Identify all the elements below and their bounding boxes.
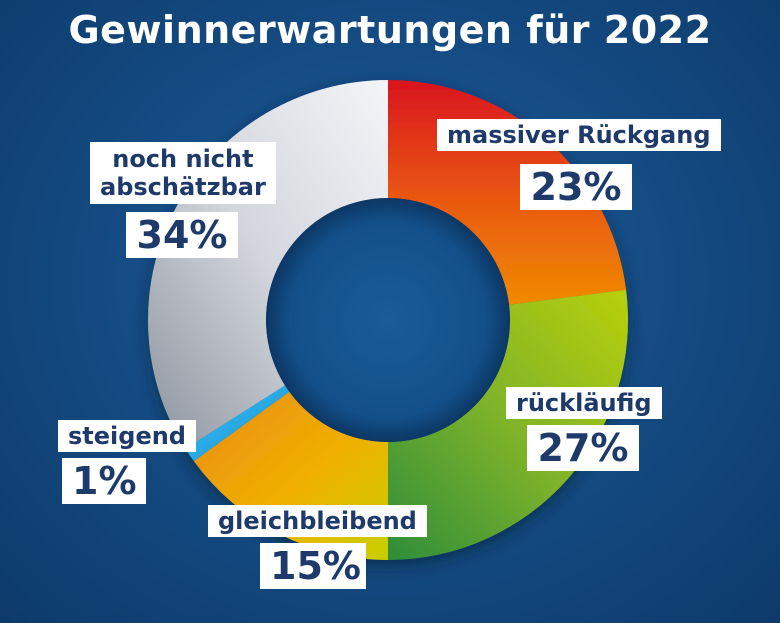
- value-ruecklaeufig: 27%: [527, 425, 639, 471]
- label-noch-nicht-abschaetzbar: noch nicht abschätzbar: [90, 142, 276, 204]
- label-gleichbleibend: gleichbleibend: [208, 505, 427, 537]
- value-gleichbleibend: 15%: [260, 543, 366, 589]
- label-massiver-rueckgang: massiver Rückgang: [437, 119, 721, 151]
- label-ruecklaeufig: rückläufig: [506, 387, 662, 419]
- label-line-1: noch nicht: [112, 145, 254, 173]
- label-line-2: abschätzbar: [100, 173, 266, 201]
- slice-steigend: [185, 385, 290, 462]
- value-steigend: 1%: [62, 458, 146, 504]
- value-massiver-rueckgang: 23%: [520, 164, 632, 210]
- label-steigend: steigend: [58, 420, 196, 452]
- donut-hole: [266, 198, 510, 442]
- chart-title: Gewinnerwartungen für 2022: [68, 8, 712, 52]
- slice-ruecklaeufig: [388, 289, 628, 561]
- value-noch-nicht-abschaetzbar: 34%: [126, 212, 238, 258]
